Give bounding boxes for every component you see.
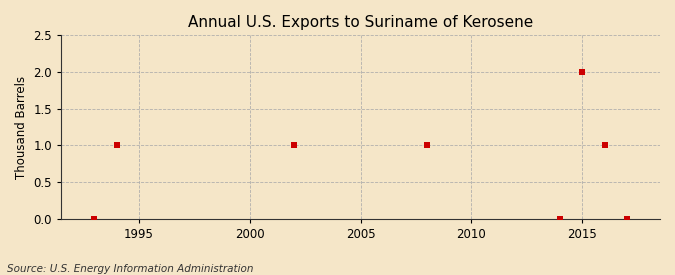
Point [289, 143, 300, 148]
Point [89, 216, 100, 221]
Point [621, 216, 632, 221]
Point [577, 70, 588, 74]
Point [599, 143, 610, 148]
Point [422, 143, 433, 148]
Y-axis label: Thousand Barrels: Thousand Barrels [15, 75, 28, 178]
Point [111, 143, 122, 148]
Text: Source: U.S. Energy Information Administration: Source: U.S. Energy Information Administ… [7, 264, 253, 274]
Title: Annual U.S. Exports to Suriname of Kerosene: Annual U.S. Exports to Suriname of Keros… [188, 15, 533, 30]
Point [555, 216, 566, 221]
